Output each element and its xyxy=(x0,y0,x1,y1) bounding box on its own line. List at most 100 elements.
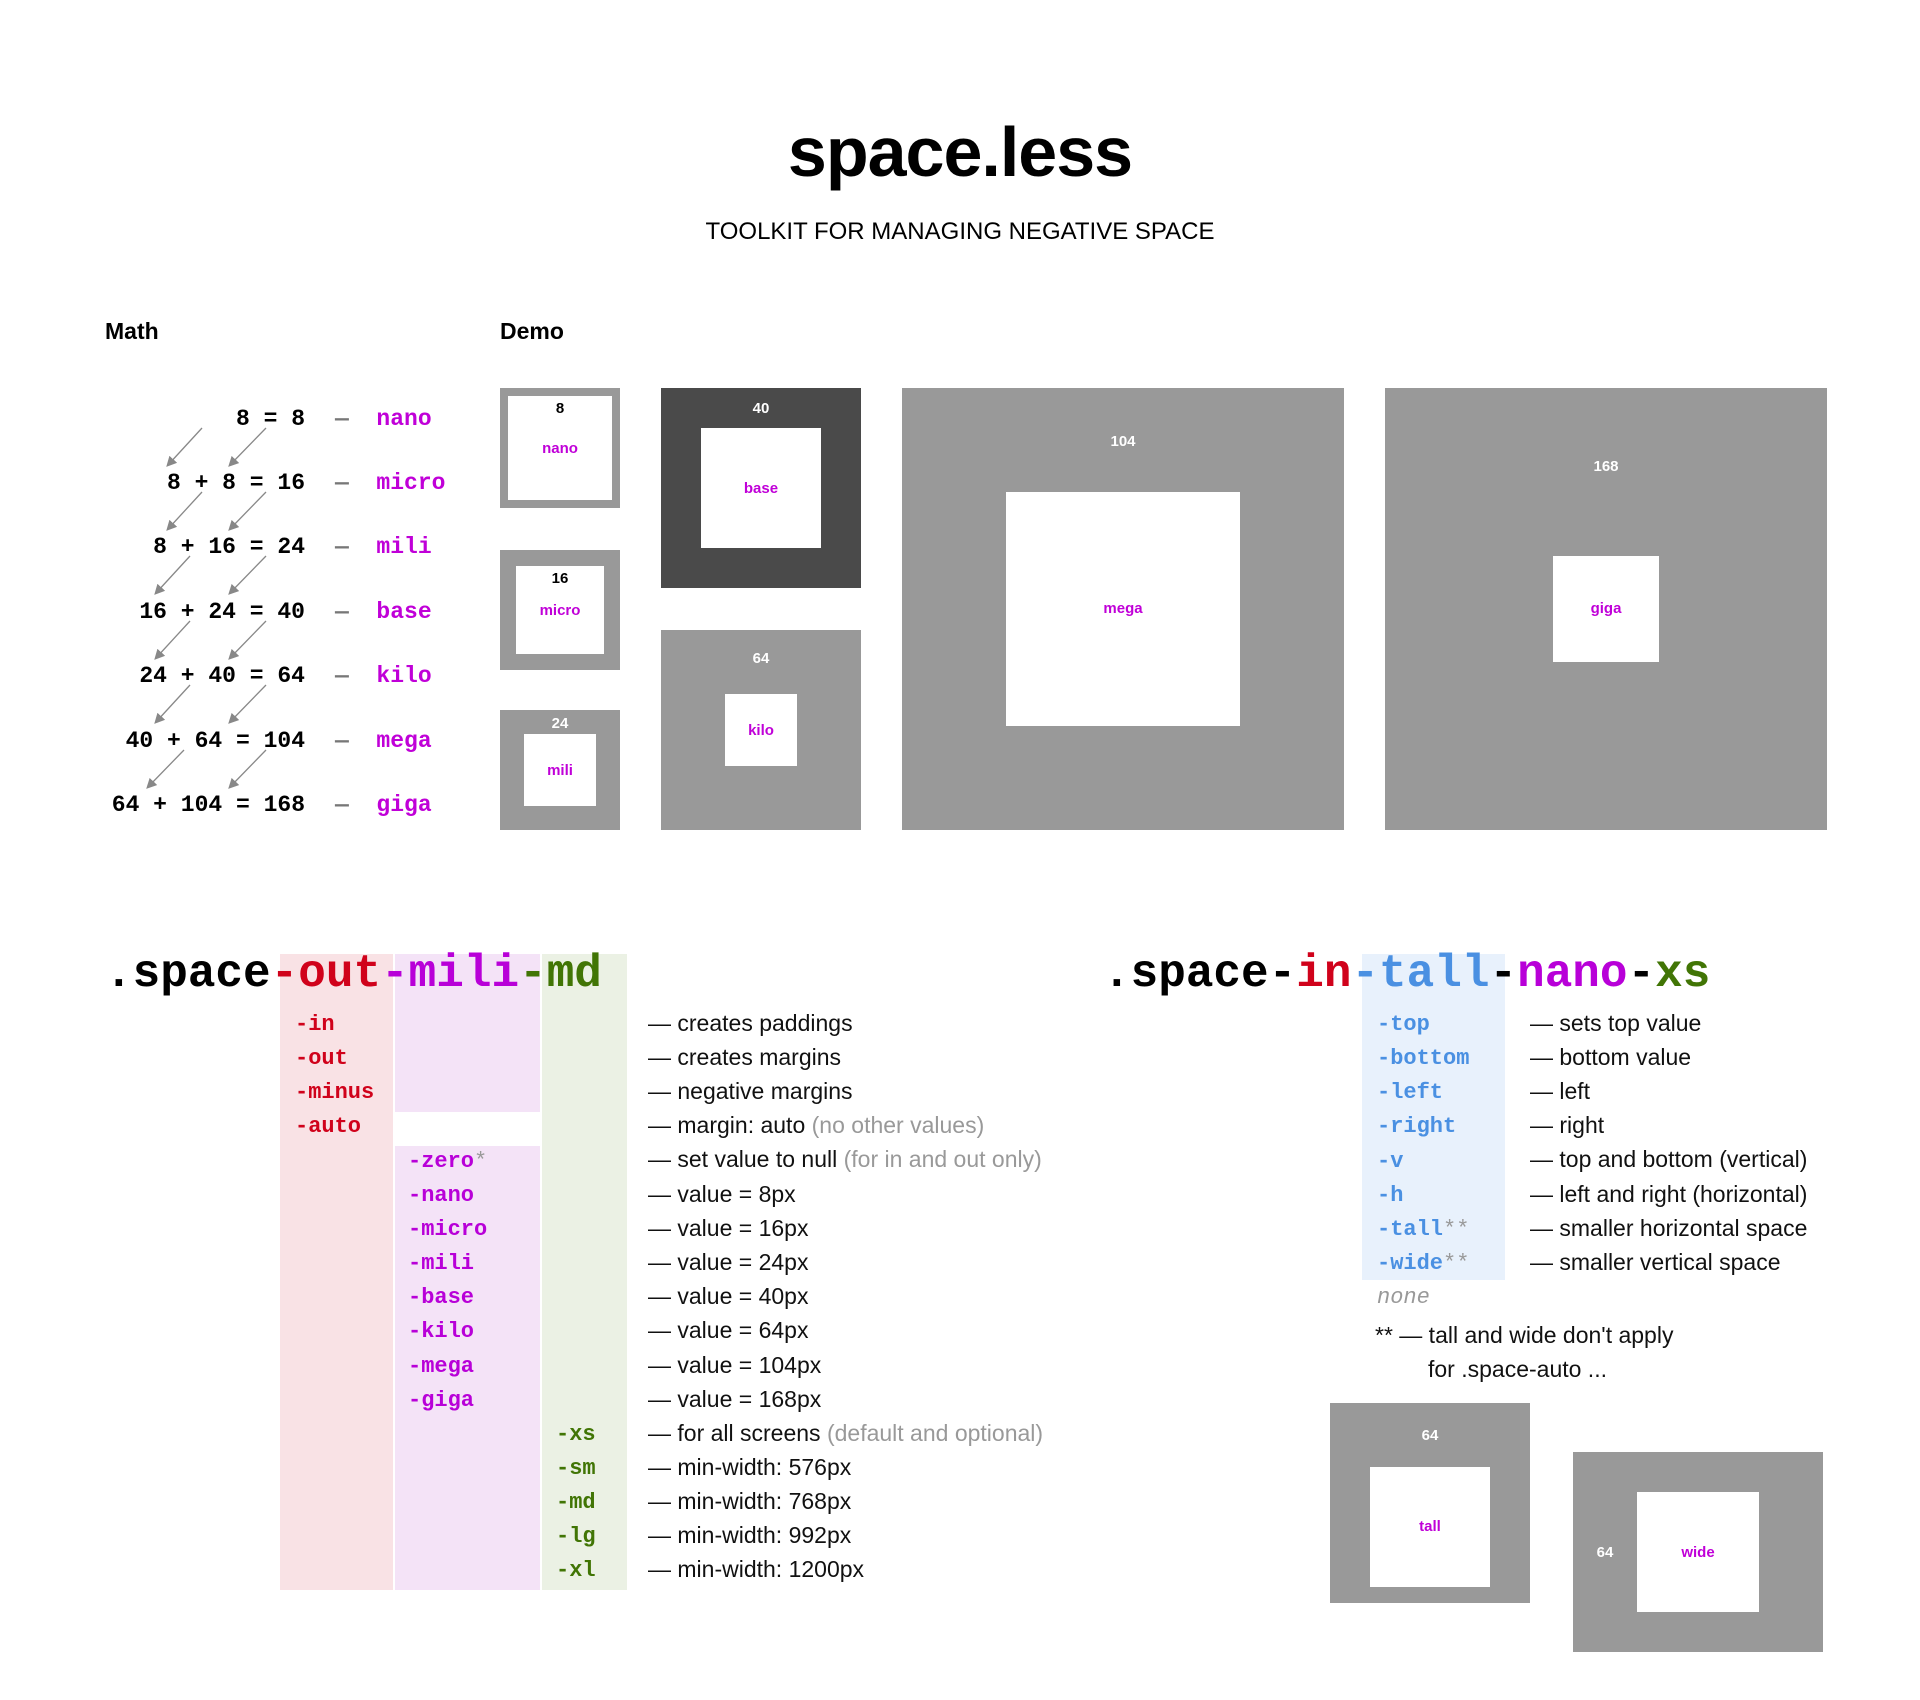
demo-inner xyxy=(701,428,821,548)
demo-inner xyxy=(1006,492,1240,726)
demo-box-tall: 64 tall xyxy=(1330,1403,1530,1603)
arrow-icon xyxy=(228,427,267,467)
demo-box-nano: 8 nano xyxy=(500,388,620,508)
math-equation: 8 + 16 = 24 xyxy=(153,534,305,560)
demo-label: micro xyxy=(539,602,581,619)
arrow-icon xyxy=(154,555,191,595)
demo-box-micro: 16 micro xyxy=(500,550,620,670)
option-md: -md xyxy=(556,1490,596,1515)
option-auto: -auto xyxy=(295,1114,362,1139)
description: — sets top value xyxy=(1530,1010,1702,1036)
column-bg-size-top xyxy=(395,954,540,1112)
option-top: -top xyxy=(1377,1012,1430,1037)
description: — min-width: 768px xyxy=(648,1488,852,1514)
option-out: -out xyxy=(295,1046,348,1071)
demo-value: 64 xyxy=(1596,1544,1614,1561)
option-nano: -nano xyxy=(408,1183,475,1208)
math-name: — nano xyxy=(335,406,432,432)
description: — smaller horizontal space xyxy=(1530,1215,1808,1241)
description: — min-width: 576px xyxy=(648,1454,852,1480)
description: — min-width: 992px xyxy=(648,1522,852,1548)
description: — value = 64px xyxy=(648,1317,809,1343)
arrow-icon xyxy=(228,491,267,531)
footnote: for .space-auto ... xyxy=(1428,1356,1607,1382)
description: — negative margins xyxy=(648,1078,853,1104)
math-equation: 64 + 104 = 168 xyxy=(111,792,305,818)
option-xl: -xl xyxy=(556,1558,596,1583)
math-equation: 8 = 8 xyxy=(235,406,305,432)
right-class-name: .space-in-tall-nano-xs xyxy=(1103,948,1711,1000)
demo-box-kilo: 64 kilo xyxy=(661,630,861,830)
footnote: ** — tall and wide don't apply xyxy=(1375,1322,1674,1348)
description: — smaller vertical space xyxy=(1530,1249,1781,1275)
math-equation: 8 + 8 = 16 xyxy=(166,470,305,496)
demo-box-base: 40 base xyxy=(661,388,861,588)
demo-box-wide: 64 wide xyxy=(1573,1452,1823,1652)
demo-inner xyxy=(516,566,604,654)
description: — value = 24px xyxy=(648,1249,809,1275)
option-sm: -sm xyxy=(556,1456,596,1481)
arrow-icon xyxy=(228,684,267,724)
description: — value = 8px xyxy=(648,1181,796,1207)
description: — value = 40px xyxy=(648,1283,809,1309)
arrow-icon xyxy=(228,749,267,789)
option-v: -v xyxy=(1377,1149,1404,1174)
column-bg-breakpoint xyxy=(542,954,627,1590)
arrow-icon xyxy=(166,427,203,467)
demo-value: 64 xyxy=(752,650,770,667)
math-equation: 16 + 24 = 40 xyxy=(139,599,305,625)
option-h: -h xyxy=(1377,1183,1404,1208)
math-name: — mega xyxy=(335,728,432,754)
column-bg-size xyxy=(395,1146,540,1590)
description: — top and bottom (vertical) xyxy=(1530,1146,1808,1172)
left-class-name: .space-out-mili-md xyxy=(105,948,602,1000)
arrow-icon xyxy=(154,620,191,660)
demo-inner xyxy=(524,734,596,806)
description: — right xyxy=(1530,1112,1605,1138)
description: — for all screens (default and optional) xyxy=(648,1420,1044,1446)
option-none: none xyxy=(1377,1285,1430,1310)
description: — value = 168px xyxy=(648,1386,822,1412)
demo-inner xyxy=(1637,1492,1759,1612)
demo-heading: Demo xyxy=(500,318,564,344)
arrow-icon xyxy=(228,555,267,595)
description: — min-width: 1200px xyxy=(648,1556,865,1582)
description: — creates paddings xyxy=(648,1010,853,1036)
option-tall: -tall** xyxy=(1377,1217,1470,1242)
demo-value: 16 xyxy=(551,570,569,587)
column-bg-direction xyxy=(1362,954,1505,1280)
demo-label: wide xyxy=(1681,1544,1715,1561)
option-kilo: -kilo xyxy=(408,1319,475,1344)
option-lg: -lg xyxy=(556,1524,596,1549)
fibonacci-arrows xyxy=(146,427,267,789)
demo-inner xyxy=(725,694,797,766)
math-name: — kilo xyxy=(335,663,432,689)
demo-box-mili: 24 mili xyxy=(500,710,620,830)
demo-value: 104 xyxy=(1110,433,1136,450)
description: — left xyxy=(1530,1078,1591,1104)
description: — set value to null (for in and out only… xyxy=(648,1146,1042,1172)
option-wide: -wide** xyxy=(1377,1251,1470,1276)
option-base: -base xyxy=(408,1285,475,1310)
demo-box-giga: 168 giga xyxy=(1385,388,1827,830)
demo-value: 8 xyxy=(555,400,565,417)
option-minus: -minus xyxy=(295,1080,375,1105)
arrow-icon xyxy=(154,684,191,724)
page-subtitle: TOOLKIT FOR MANAGING NEGATIVE SPACE xyxy=(705,218,1215,245)
description: — value = 104px xyxy=(648,1352,822,1378)
option-xs: -xs xyxy=(556,1422,596,1447)
description: — value = 16px xyxy=(648,1215,809,1241)
option-right: -right xyxy=(1377,1114,1457,1139)
demo-value: 64 xyxy=(1421,1427,1439,1444)
column-bg-type xyxy=(280,954,393,1590)
math-heading: Math xyxy=(105,318,159,344)
math-equation: 24 + 40 = 64 xyxy=(139,663,305,689)
option-zero: -zero* xyxy=(408,1149,488,1174)
demo-label: mili xyxy=(547,762,573,779)
demo-inner xyxy=(508,396,612,500)
arrow-icon xyxy=(146,749,185,789)
demo-inner xyxy=(1553,556,1659,662)
option-in: -in xyxy=(295,1012,335,1037)
page-title: space.less xyxy=(787,113,1133,191)
option-bottom: -bottom xyxy=(1377,1046,1470,1071)
